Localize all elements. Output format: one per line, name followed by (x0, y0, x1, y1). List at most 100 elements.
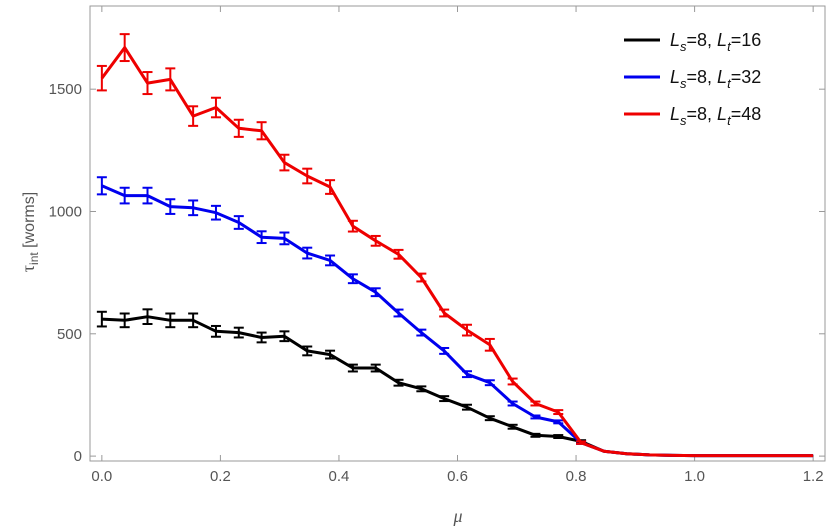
error-bar (165, 198, 176, 215)
error-bar (188, 199, 199, 217)
y-tick-label: 0 (74, 448, 82, 465)
error-bar (347, 219, 358, 233)
legend-label-part: s (680, 113, 687, 128)
y-tick-label: 1500 (49, 81, 82, 98)
error-bar (188, 105, 199, 127)
error-bar (553, 434, 564, 440)
error-bar (210, 204, 221, 221)
legend-label-part: t (727, 76, 732, 91)
legend-label-part: L (670, 104, 680, 124)
legend-label-part: L (670, 30, 680, 50)
legend-label-part: =32 (731, 67, 762, 87)
error-bar (233, 215, 244, 230)
error-bar (302, 167, 313, 185)
error-bar (165, 312, 176, 329)
legend-label-part: L (717, 30, 727, 50)
axes: 0.0 0.2 0.4 0.6 0.8 1.0 1.2 0 500 1000 1500 (49, 6, 825, 485)
legend-label-part: =48 (731, 104, 762, 124)
error-bar (507, 400, 518, 407)
error-bar (142, 186, 153, 205)
error-bar (279, 231, 290, 246)
x-axis-title: μ (452, 506, 462, 526)
error-bar (393, 378, 404, 387)
error-bar (484, 415, 495, 422)
legend-item-2: Ls=8, Lt=32 (624, 67, 761, 91)
error-bar (119, 33, 130, 63)
error-bar (302, 345, 313, 357)
legend-label-part: =8, (687, 67, 718, 87)
series-line (101, 315, 814, 458)
x-tick-label: 1.0 (684, 468, 705, 485)
error-bar (347, 273, 358, 285)
y-axis-title-main: τ (18, 265, 38, 272)
error-bar (256, 121, 267, 141)
series-line (101, 184, 814, 458)
error-bar (393, 308, 404, 318)
series-layer (96, 33, 814, 458)
legend-label-part: t (727, 113, 732, 128)
legend-label-part: L (717, 67, 727, 87)
legend-label: Ls=8, Lt=32 (670, 67, 761, 91)
error-bar (439, 395, 450, 403)
error-bar (416, 272, 427, 283)
x-tick-label: 0.0 (91, 468, 112, 485)
error-bar (370, 234, 381, 247)
error-bar (370, 287, 381, 298)
error-bar (256, 331, 267, 344)
error-bar (553, 409, 564, 416)
error-bar (507, 377, 518, 386)
legend-label-part: =8, (687, 104, 718, 124)
error-bar (279, 330, 290, 343)
error-bar (461, 403, 472, 411)
error-bar (142, 308, 153, 326)
legend-label-part: =16 (731, 30, 762, 50)
error-bar (96, 310, 107, 328)
error-bar (325, 349, 336, 360)
y-tick-label: 1000 (49, 203, 82, 220)
error-bar (484, 337, 495, 352)
series-3 (96, 33, 814, 458)
error-bar (279, 153, 290, 172)
error-bar (119, 186, 130, 205)
error-bar (553, 419, 564, 425)
error-bar (530, 400, 541, 407)
legend-label: Ls=8, Lt=48 (670, 104, 761, 128)
y-axis-title-rest: [worms] (21, 192, 38, 252)
legend-label-part: L (670, 67, 680, 87)
x-tick-label: 1.2 (803, 468, 824, 485)
x-tick-label: 0.4 (329, 468, 350, 485)
legend-label-part: L (717, 104, 727, 124)
legend-label-part: s (680, 76, 687, 91)
y-tick-label: 500 (57, 326, 82, 343)
error-bar (393, 248, 404, 260)
y-axis-title-sub: int (27, 252, 41, 265)
x-tick-label: 0.2 (210, 468, 231, 485)
error-bar (347, 363, 358, 373)
error-bar (96, 176, 107, 196)
error-bar (233, 118, 244, 138)
legend-item-3: Ls=8, Lt=48 (624, 104, 761, 128)
error-bar (461, 323, 472, 337)
legend-label: Ls=8, Lt=16 (670, 30, 761, 54)
error-bar (302, 246, 313, 260)
legend-label-part: t (727, 39, 732, 54)
legend-item-1: Ls=8, Lt=16 (624, 30, 761, 54)
error-bar (370, 363, 381, 373)
error-bar (507, 423, 518, 430)
error-bar (210, 96, 221, 119)
x-tick-label: 0.8 (566, 468, 587, 485)
error-bar (461, 370, 472, 379)
error-bar (325, 254, 336, 267)
x-tick-label: 0.6 (447, 468, 468, 485)
series-2 (96, 176, 814, 458)
error-bar (210, 324, 221, 338)
error-bar (530, 414, 541, 420)
legend-label-part: =8, (687, 30, 718, 50)
error-bar (416, 385, 427, 393)
error-bar (165, 67, 176, 92)
y-axis-title: τint [worms] (18, 192, 41, 272)
error-bar (530, 432, 541, 438)
error-bar (439, 346, 450, 355)
